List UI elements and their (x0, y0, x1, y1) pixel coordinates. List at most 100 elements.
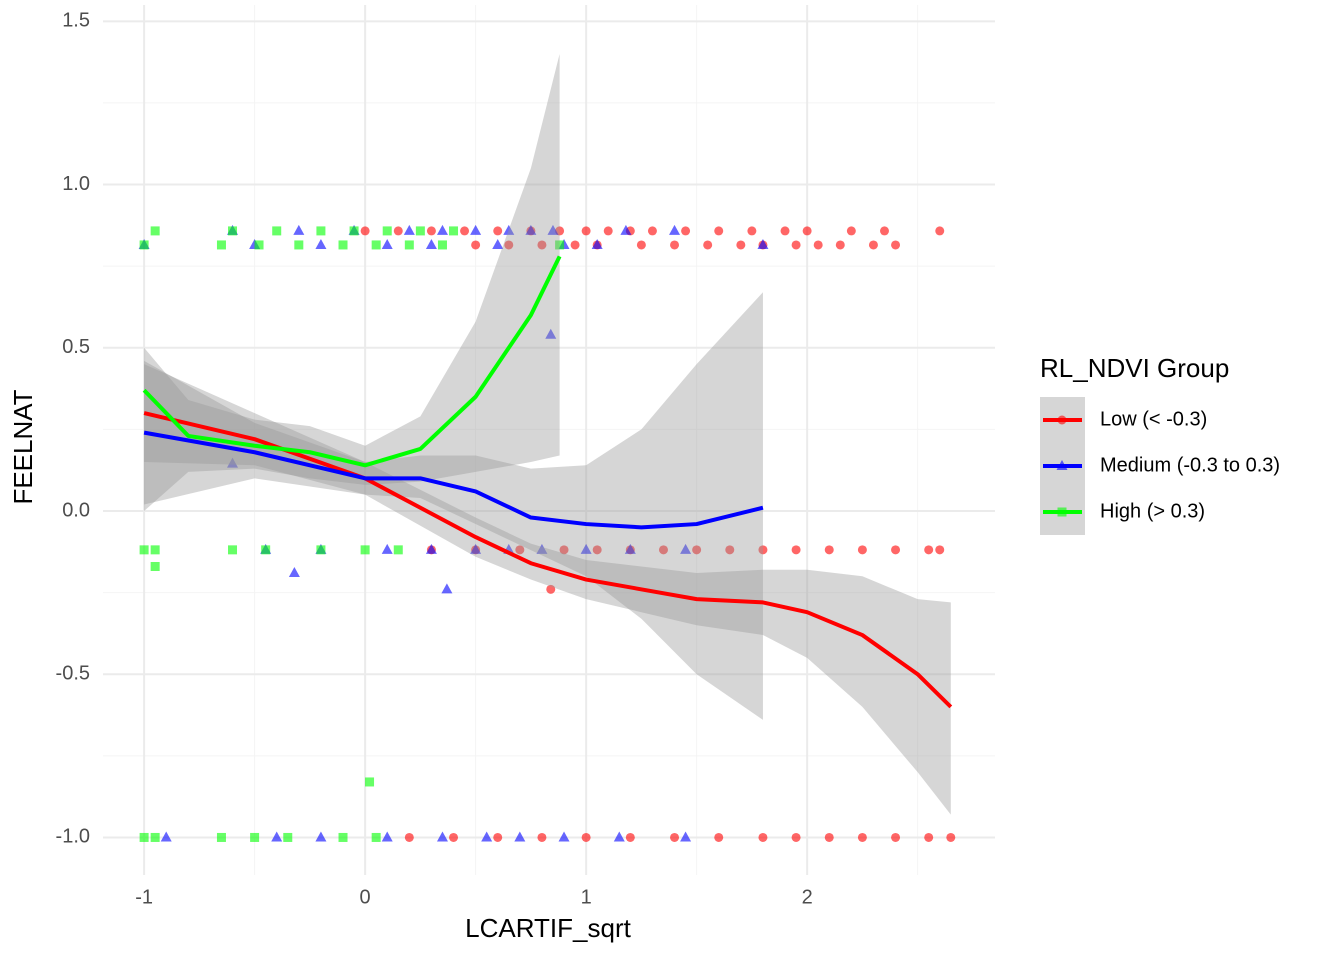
point (404, 240, 414, 250)
point (338, 240, 348, 250)
point (150, 562, 160, 572)
y-tick-label: 0.5 (62, 336, 90, 358)
point (891, 545, 901, 555)
point (536, 543, 548, 554)
point (437, 240, 447, 250)
point (791, 240, 801, 250)
point (857, 832, 867, 842)
point (481, 831, 493, 842)
point (315, 238, 327, 249)
point (503, 224, 515, 235)
point (316, 545, 326, 555)
point (757, 238, 769, 249)
confidence-band (144, 292, 763, 720)
point (570, 240, 580, 250)
y-tick-label: 1.0 (62, 173, 90, 195)
point (670, 240, 680, 250)
point (360, 545, 370, 555)
point (360, 226, 370, 236)
point (403, 224, 415, 235)
point (470, 543, 482, 554)
point (669, 224, 681, 235)
smooth-line (143, 430, 764, 530)
point (758, 545, 768, 555)
point (747, 226, 757, 236)
point (371, 240, 381, 250)
point (636, 240, 646, 250)
smooth-line (143, 411, 953, 709)
point (514, 831, 526, 842)
point (150, 832, 160, 842)
point (802, 226, 812, 236)
legend-label: High (> 0.3) (1100, 500, 1205, 522)
point (365, 777, 375, 787)
point (891, 240, 901, 250)
point (515, 545, 525, 555)
point (545, 328, 557, 339)
point (680, 831, 692, 842)
point (449, 226, 459, 236)
point-group (360, 226, 956, 842)
y-tick-label: -0.5 (56, 663, 90, 685)
point (492, 238, 504, 249)
point (857, 545, 867, 555)
grid (103, 5, 995, 875)
x-axis-title: LCARTIF_sqrt (465, 913, 631, 943)
legend-key-marker (1057, 415, 1067, 425)
point (404, 832, 414, 842)
point (227, 457, 239, 468)
point (680, 543, 692, 554)
point (946, 832, 956, 842)
point (736, 240, 746, 250)
point (382, 226, 392, 236)
point (592, 545, 602, 555)
point (879, 226, 889, 236)
legend-label: Medium (-0.3 to 0.3) (1100, 454, 1280, 476)
point (460, 226, 470, 236)
point (261, 545, 271, 555)
y-tick-label: -1.0 (56, 826, 90, 848)
x-tick-label: 1 (581, 886, 592, 908)
point (293, 224, 305, 235)
point (658, 545, 668, 555)
point (591, 238, 603, 249)
point (426, 226, 436, 236)
point (216, 832, 226, 842)
point (393, 226, 403, 236)
point (580, 543, 592, 554)
point (891, 832, 901, 842)
point (381, 238, 393, 249)
point (559, 545, 569, 555)
point (555, 240, 565, 250)
point (283, 832, 293, 842)
point (613, 831, 625, 842)
point (835, 240, 845, 250)
point (547, 224, 559, 235)
point (254, 240, 264, 250)
confidence-band (144, 53, 560, 512)
point (813, 240, 823, 250)
point (250, 832, 260, 842)
point (681, 226, 691, 236)
point (780, 226, 790, 236)
point (493, 832, 503, 842)
point (537, 240, 547, 250)
legend-title: RL_NDVI Group (1040, 353, 1229, 383)
point (338, 832, 348, 842)
point (620, 224, 632, 235)
point (670, 832, 680, 842)
point (625, 832, 635, 842)
point (791, 545, 801, 555)
point (493, 226, 503, 236)
point (436, 831, 448, 842)
point (449, 832, 459, 842)
point (546, 584, 556, 594)
point (935, 226, 945, 236)
point (150, 545, 160, 555)
point (150, 226, 160, 236)
x-tick-label: -1 (135, 886, 153, 908)
point (139, 545, 149, 555)
point (470, 224, 482, 235)
point (924, 832, 934, 842)
